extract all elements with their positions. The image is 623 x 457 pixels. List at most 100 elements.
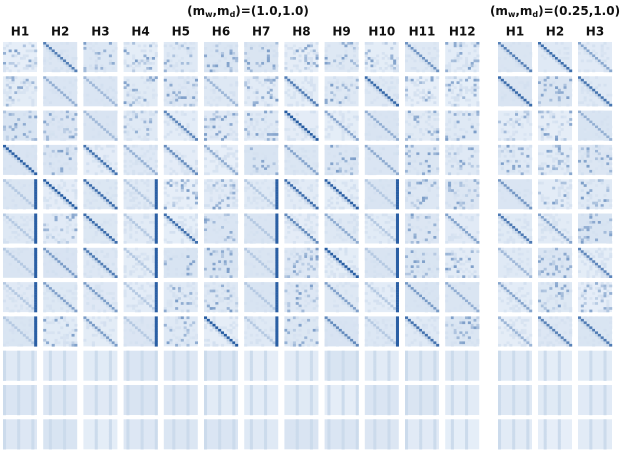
heatmap-cell bbox=[25, 152, 29, 156]
heatmap-cell bbox=[338, 275, 342, 278]
heatmap-cell bbox=[51, 318, 55, 322]
heatmap-cell bbox=[229, 299, 233, 303]
heatmap-cell bbox=[31, 360, 35, 364]
heatmap-cell bbox=[223, 194, 227, 197]
heatmap bbox=[324, 179, 359, 210]
heatmap-cell bbox=[186, 439, 190, 442]
heatmap-cell bbox=[247, 318, 251, 322]
heatmap-cell bbox=[266, 59, 270, 63]
heatmap-cell bbox=[284, 236, 288, 239]
heatmap-cell bbox=[350, 44, 354, 48]
heatmap-cell bbox=[232, 154, 236, 158]
heatmap-cell bbox=[154, 424, 158, 427]
heatmap-cell bbox=[347, 69, 351, 73]
heatmap-cell bbox=[166, 221, 170, 224]
heatmap-cell bbox=[175, 318, 179, 322]
heatmap-cell bbox=[252, 309, 256, 313]
heatmap-cell bbox=[108, 169, 112, 173]
heatmap-cell bbox=[183, 172, 187, 176]
heatmap-cell bbox=[266, 125, 270, 129]
heatmap-cell bbox=[324, 221, 328, 224]
heatmap-cell bbox=[226, 284, 230, 288]
heatmap-cell bbox=[189, 226, 193, 229]
heatmap-cell bbox=[324, 101, 328, 104]
heatmap-cell bbox=[140, 419, 144, 422]
heatmap-cell bbox=[324, 147, 328, 151]
heatmap-cell bbox=[344, 54, 348, 58]
heatmap-cell bbox=[338, 113, 342, 116]
heatmap-cell bbox=[324, 88, 328, 92]
heatmap-cell bbox=[31, 400, 35, 403]
heatmap-cell bbox=[355, 297, 359, 300]
heatmap-cell bbox=[209, 54, 213, 58]
heatmap-cell bbox=[108, 186, 112, 190]
heatmap-cell bbox=[232, 101, 236, 104]
head-label: H1 bbox=[11, 25, 29, 39]
heatmap-cell bbox=[60, 238, 64, 242]
heatmap-cell bbox=[209, 103, 213, 107]
heatmap-cell bbox=[269, 93, 273, 97]
heatmap-cell bbox=[34, 328, 38, 332]
heatmap-cell bbox=[63, 375, 67, 379]
heatmap-cell bbox=[60, 52, 64, 55]
heatmap-cell bbox=[229, 91, 233, 94]
heatmap-cell bbox=[31, 407, 35, 411]
heatmap-cell bbox=[252, 91, 256, 94]
heatmap-cell bbox=[71, 272, 75, 276]
heatmap-cell bbox=[341, 238, 345, 242]
heatmap-cell bbox=[350, 83, 354, 87]
heatmap-cell bbox=[106, 316, 110, 320]
heatmap-cell bbox=[31, 98, 35, 102]
heatmap-cell bbox=[94, 297, 98, 300]
heatmap-cell bbox=[186, 88, 190, 92]
heatmap-cell bbox=[261, 135, 265, 139]
heatmap-cell bbox=[355, 206, 359, 210]
heatmap-cell bbox=[309, 439, 313, 442]
heatmap-cell bbox=[264, 419, 268, 422]
heatmap-cell bbox=[166, 52, 170, 55]
heatmap-cell bbox=[352, 91, 356, 94]
heatmap-cell bbox=[352, 241, 356, 244]
heatmap-cell bbox=[63, 363, 67, 366]
heatmap bbox=[43, 179, 78, 210]
heatmap-cell bbox=[63, 441, 67, 445]
heatmap-cell bbox=[335, 191, 339, 195]
heatmap-cell bbox=[86, 262, 90, 266]
heatmap-cell bbox=[304, 294, 308, 298]
heatmap-cell bbox=[247, 135, 251, 139]
heatmap-cell bbox=[350, 241, 354, 244]
heatmap-cell bbox=[97, 292, 101, 295]
heatmap-cell bbox=[177, 133, 181, 136]
heatmap-cell bbox=[352, 157, 356, 161]
heatmap-cell bbox=[264, 370, 268, 374]
heatmap-cell bbox=[295, 375, 299, 379]
heatmap-cell bbox=[28, 49, 32, 53]
heatmap-cell bbox=[154, 331, 158, 335]
heatmap-cell bbox=[244, 318, 248, 322]
heatmap-cell bbox=[51, 236, 55, 239]
heatmap-cell bbox=[298, 328, 302, 332]
heatmap-cell bbox=[309, 69, 313, 73]
heatmap-cell bbox=[51, 69, 55, 73]
heatmap-cell bbox=[175, 326, 179, 330]
heatmap-cell bbox=[140, 343, 144, 347]
heatmap-cell bbox=[266, 57, 270, 60]
heatmap-cell bbox=[20, 186, 24, 190]
heatmap-cell bbox=[60, 167, 64, 171]
heatmap-cell bbox=[275, 284, 279, 288]
heatmap-cell bbox=[31, 294, 35, 298]
heatmap-cell bbox=[355, 149, 359, 153]
heatmap-cell bbox=[175, 110, 179, 114]
heatmap-cell bbox=[275, 189, 279, 192]
heatmap bbox=[123, 247, 158, 278]
heatmap-cell bbox=[83, 265, 87, 268]
heatmap-cell bbox=[249, 231, 253, 234]
heatmap bbox=[284, 42, 319, 73]
heatmap-cell bbox=[255, 154, 259, 158]
heatmap-cell bbox=[275, 321, 279, 325]
heatmap-cell bbox=[65, 247, 69, 251]
heatmap-cell bbox=[269, 336, 273, 340]
heatmap-cell bbox=[269, 221, 273, 224]
heatmap-cell bbox=[8, 321, 12, 325]
heatmap-cell bbox=[17, 363, 21, 366]
